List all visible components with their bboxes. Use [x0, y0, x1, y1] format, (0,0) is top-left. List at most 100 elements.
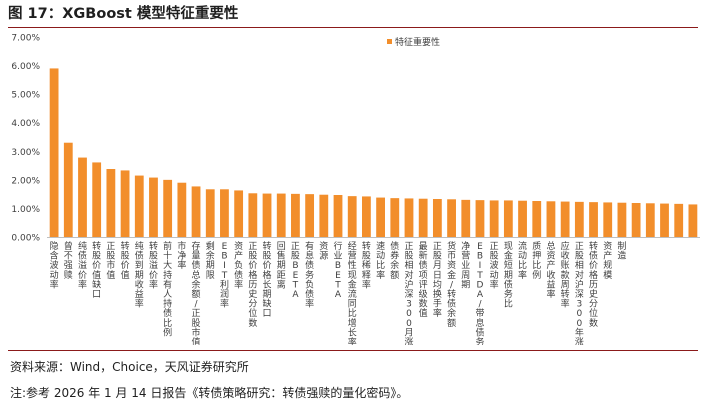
y-tick-label: 4.00% [11, 119, 40, 129]
bar [660, 203, 669, 237]
bar [63, 142, 73, 237]
y-axis: 0.00% 1.00% 2.00% 3.00% 4.00% 5.00% 6.00% 7.00% [11, 34, 40, 244]
x-tick-label: 质押比例 [532, 240, 541, 281]
bar [92, 162, 102, 237]
x-axis-labels: 隐含波动率曾不强赎纯债溢价率转股价值缺口正股市值转股价值纯债到期收益率转股溢价率… [50, 240, 627, 345]
x-tick-label: 转股价格长期缺口 [263, 240, 272, 319]
bar [603, 202, 613, 237]
bar [674, 203, 684, 237]
x-tick-label: 总资产收益率 [546, 240, 555, 300]
bar [546, 201, 556, 237]
bar [489, 200, 499, 237]
x-tick-label: 市净率 [177, 240, 186, 271]
bar [631, 203, 641, 237]
title-area: 图 17：XGBoost 模型特征重要性 [8, 2, 698, 26]
bar [248, 193, 258, 237]
x-tick-label: 净营业周期 [461, 240, 470, 290]
y-tick-label: 0.00% [11, 234, 40, 244]
bars [49, 68, 698, 238]
bar [163, 179, 173, 237]
bar [418, 198, 428, 237]
x-tick-label: 前十大持有人持债比例 [163, 240, 172, 338]
bar [503, 200, 513, 237]
x-tick-label: 纯债溢价率 [78, 240, 87, 290]
note-text: 注:参考 2026 年 1 月 14 日报告《转债策略研究：转债强赎的量化密码》… [10, 386, 409, 400]
x-tick-label: 资源 [319, 241, 328, 262]
bar [177, 182, 187, 237]
x-tick-label: 隐含波动率 [50, 240, 59, 290]
bar [319, 194, 329, 237]
bar [347, 196, 357, 237]
x-tick-label: 资产负债率 [234, 241, 243, 290]
bar [106, 169, 116, 237]
x-tick-label: 存量债总余额/正股市值 [192, 240, 201, 345]
y-tick-label: 2.00% [11, 176, 40, 186]
x-tick-label: 剩余期限 [206, 240, 215, 281]
legend-label: 特征重要性 [395, 36, 440, 48]
bar [617, 202, 627, 237]
x-tick-label: E B I T D A/带息债务 [475, 242, 484, 345]
x-tick-label: 应收账款周转率 [561, 240, 570, 310]
x-tick-label: 纯债到期收益率 [135, 240, 144, 310]
bar [262, 193, 272, 237]
legend: 特征重要性 [387, 36, 440, 48]
x-tick-label: 速动比率 [376, 241, 385, 281]
x-tick-label: 债券余额 [390, 240, 399, 281]
x-tick-label: 正股相对沪深300年涨跌幅 [575, 242, 584, 345]
bar [120, 170, 130, 237]
x-tick-label: 货币资金/转债余额 [447, 240, 456, 329]
y-tick-label: 3.00% [11, 148, 40, 158]
y-tick-label: 7.00% [11, 34, 40, 44]
x-tick-label: 正股 B E T A [291, 242, 300, 300]
x-tick-label: 转债价格历史分位数 [589, 240, 598, 329]
bar [461, 199, 471, 237]
x-tick-label: 正股价格历史分位数 [248, 242, 257, 329]
bar [475, 200, 485, 237]
x-tick-label: 资产规模 [603, 241, 612, 281]
x-tick-label: 正股市值 [106, 242, 115, 281]
bar [688, 204, 698, 237]
bar [149, 177, 158, 237]
x-tick-label: 最新债项评级数值 [419, 241, 428, 319]
x-tick-label: 制造 [617, 240, 626, 262]
bar [589, 202, 598, 237]
bar [390, 198, 400, 237]
x-tick-label: 曾不强赎 [64, 240, 73, 281]
title-rule [8, 27, 698, 28]
x-tick-label: 流动比率 [518, 240, 527, 281]
bar [532, 201, 542, 237]
bar [333, 195, 343, 237]
x-tick-label: 回售期距离 [277, 241, 286, 290]
x-tick-label: 经营性现金流同比增长率 [348, 240, 357, 345]
x-tick-label: 现金短期债务比 [504, 241, 513, 310]
bar [560, 201, 570, 237]
x-tick-label: 转股价值缺口 [92, 240, 101, 300]
bar [305, 194, 315, 237]
y-tick-label: 1.00% [11, 205, 40, 215]
bar [362, 196, 371, 237]
bar [291, 193, 300, 237]
x-tick-label: 正股相对沪深300月涨跌幅 [404, 242, 413, 345]
bar [574, 201, 584, 237]
bar [134, 175, 144, 237]
bar [49, 68, 59, 238]
source-text: 资料来源：Wind，Choice，天风证券研究所 [10, 360, 249, 374]
bar [78, 157, 87, 237]
bar-chart: 0.00% 1.00% 2.00% 3.00% 4.00% 5.00% 6.00% 7.00%… [11, 34, 700, 345]
bar [234, 190, 244, 237]
x-tick-label: 有息债务负债率 [305, 240, 314, 310]
x-tick-label: 正股波动率 [490, 242, 499, 290]
x-tick-label: E B I T 利润率 [220, 242, 229, 310]
bar [432, 199, 442, 237]
chart-title: 图 17：XGBoost 模型特征重要性 [8, 6, 239, 22]
footer-rule [8, 350, 698, 351]
x-tick-label: 转股价值 [121, 240, 130, 281]
bar [191, 186, 201, 237]
y-tick-label: 5.00% [11, 91, 40, 101]
y-tick-label: 6.00% [11, 62, 40, 72]
x-tick-label: 转股溢价率 [149, 240, 158, 290]
bar [518, 200, 527, 237]
bar [205, 189, 215, 237]
bar [276, 193, 286, 237]
x-tick-label: 行业 B E T A [334, 240, 343, 300]
